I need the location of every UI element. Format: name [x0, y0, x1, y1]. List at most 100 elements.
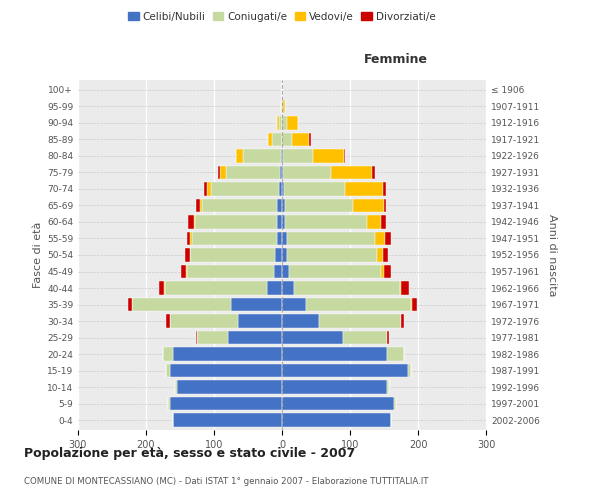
Bar [380, 215, 386, 229]
Text: COMUNE DI MONTECASSIANO (MC) - Dati ISTAT 1° gennaio 2007 - Elaborazione TUTTITA: COMUNE DI MONTECASSIANO (MC) - Dati ISTA… [24, 477, 428, 486]
Bar [400, 281, 401, 295]
Bar [281, 149, 282, 162]
Bar [375, 232, 385, 245]
Bar [309, 132, 311, 146]
Bar [282, 100, 283, 113]
Bar [282, 331, 343, 344]
Bar [196, 331, 197, 344]
Text: Femmine: Femmine [364, 53, 428, 66]
Bar [281, 100, 282, 113]
Bar [275, 248, 282, 262]
Bar [166, 364, 170, 378]
Bar [412, 298, 418, 312]
Bar [282, 232, 287, 245]
Bar [164, 281, 165, 295]
Bar [202, 198, 277, 212]
Bar [277, 116, 278, 130]
Bar [286, 215, 367, 229]
Bar [282, 348, 388, 361]
Bar [218, 166, 220, 179]
Bar [268, 132, 272, 146]
Bar [159, 281, 164, 295]
Bar [345, 182, 383, 196]
Bar [282, 281, 294, 295]
Bar [211, 182, 278, 196]
Bar [282, 264, 289, 278]
Bar [384, 198, 386, 212]
Bar [282, 248, 287, 262]
Bar [282, 116, 287, 130]
Bar [166, 314, 170, 328]
Bar [394, 397, 395, 410]
Bar [196, 198, 200, 212]
Bar [274, 264, 282, 278]
Bar [367, 215, 380, 229]
Bar [185, 248, 190, 262]
Bar [283, 166, 331, 179]
Bar [383, 182, 386, 196]
Bar [227, 331, 282, 344]
Bar [282, 215, 286, 229]
Bar [331, 166, 372, 179]
Bar [282, 298, 306, 312]
Bar [165, 281, 267, 295]
Bar [282, 149, 283, 162]
Bar [284, 182, 345, 196]
Bar [176, 380, 282, 394]
Bar [175, 380, 176, 394]
Bar [282, 414, 391, 427]
Bar [190, 232, 191, 245]
Bar [388, 331, 389, 344]
Bar [278, 182, 282, 196]
Bar [289, 264, 380, 278]
Bar [313, 149, 344, 162]
Bar [380, 264, 384, 278]
Bar [287, 116, 298, 130]
Bar [388, 380, 389, 394]
Bar [292, 132, 309, 146]
Bar [163, 348, 173, 361]
Bar [186, 264, 187, 278]
Bar [236, 149, 243, 162]
Bar [191, 232, 277, 245]
Bar [282, 132, 292, 146]
Bar [128, 298, 133, 312]
Bar [287, 248, 377, 262]
Bar [283, 100, 286, 113]
Bar [238, 314, 282, 328]
Bar [170, 397, 282, 410]
Bar [197, 331, 227, 344]
Bar [282, 314, 319, 328]
Bar [277, 198, 282, 212]
Bar [377, 248, 383, 262]
Bar [170, 314, 238, 328]
Bar [385, 232, 391, 245]
Bar [388, 348, 404, 361]
Bar [195, 215, 277, 229]
Bar [278, 116, 282, 130]
Bar [282, 380, 388, 394]
Bar [286, 198, 353, 212]
Bar [282, 198, 286, 212]
Bar [282, 397, 394, 410]
Bar [372, 166, 375, 179]
Bar [294, 281, 400, 295]
Y-axis label: Anni di nascita: Anni di nascita [547, 214, 557, 296]
Text: Popolazione per età, sesso e stato civile - 2007: Popolazione per età, sesso e stato civil… [24, 448, 355, 460]
Bar [319, 314, 401, 328]
Bar [282, 166, 283, 179]
Bar [282, 364, 408, 378]
Bar [169, 397, 170, 410]
Bar [133, 298, 231, 312]
Bar [181, 264, 186, 278]
Bar [272, 132, 282, 146]
Bar [343, 331, 388, 344]
Bar [220, 166, 226, 179]
Bar [200, 198, 202, 212]
Bar [344, 149, 345, 162]
Bar [188, 215, 194, 229]
Bar [173, 414, 282, 427]
Bar [231, 298, 282, 312]
Bar [401, 281, 409, 295]
Bar [226, 166, 280, 179]
